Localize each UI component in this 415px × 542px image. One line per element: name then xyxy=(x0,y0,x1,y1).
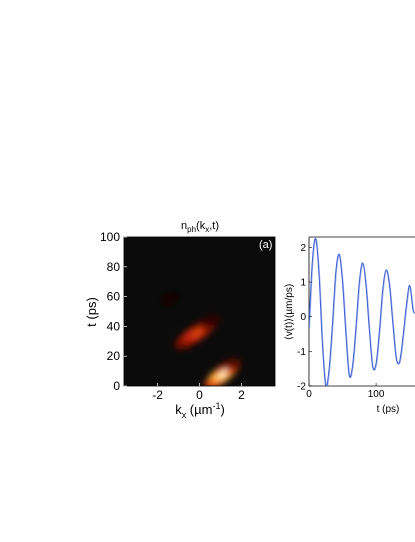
velocity-ticks: 0 100 -2 -1 0 1 2 xyxy=(297,243,385,400)
velocity-ytick-label: 1 xyxy=(300,278,306,289)
heatmap-ytick-label: 40 xyxy=(107,319,121,333)
panel-label-a: (a) xyxy=(259,239,272,251)
heatmap-xtick-label: -2 xyxy=(152,388,163,402)
velocity-ytick-label: -2 xyxy=(297,382,306,393)
heatmap-peak xyxy=(191,327,203,338)
velocity-series xyxy=(309,237,415,386)
heatmap-xtick-label: 0 xyxy=(196,388,203,402)
heatmap-cell xyxy=(226,358,242,367)
velocity-xlabel: t (ps) xyxy=(377,404,400,415)
heatmap-ylabel: t (ps) xyxy=(84,297,99,327)
heatmap-blob-2 xyxy=(160,290,180,306)
heatmap-background xyxy=(124,237,275,386)
heatmap-ytick-label: 60 xyxy=(107,290,121,304)
heatmap-ytick-label: 0 xyxy=(113,379,120,393)
velocity-ylabel: ⟨v(t)⟩(µm/ps) xyxy=(284,284,295,340)
heatmap-ytick-label: 80 xyxy=(107,260,121,274)
velocity-ytick-label: -1 xyxy=(297,347,306,358)
heatmap-intensity-layer xyxy=(160,290,242,386)
velocity-panel: 0 100 -2 -1 0 1 2 ⟨v(t)⟩(µm/ps) t (ps) xyxy=(284,236,415,415)
heatmap-ytick-label: 100 xyxy=(100,230,120,244)
heatmap-xtick-label: 2 xyxy=(238,388,245,402)
heatmap-blob-1 xyxy=(173,314,222,351)
heatmap-peak xyxy=(217,369,228,380)
velocity-ytick-label: 0 xyxy=(300,312,306,323)
heatmap-cell xyxy=(205,314,222,324)
velocity-line-noise xyxy=(309,238,415,386)
velocity-ytick-label: 2 xyxy=(300,243,306,254)
heatmap-peak xyxy=(166,293,175,303)
heatmap-xlabel: kx (µm-1) xyxy=(175,401,225,420)
heatmap-ytick-label: 20 xyxy=(107,349,121,363)
velocity-xtick-label: 0 xyxy=(306,389,312,400)
heatmap-title: nph(kx,t) xyxy=(181,220,219,234)
heatmap-blob-0 xyxy=(203,358,242,386)
velocity-xtick-label: 100 xyxy=(368,389,385,400)
